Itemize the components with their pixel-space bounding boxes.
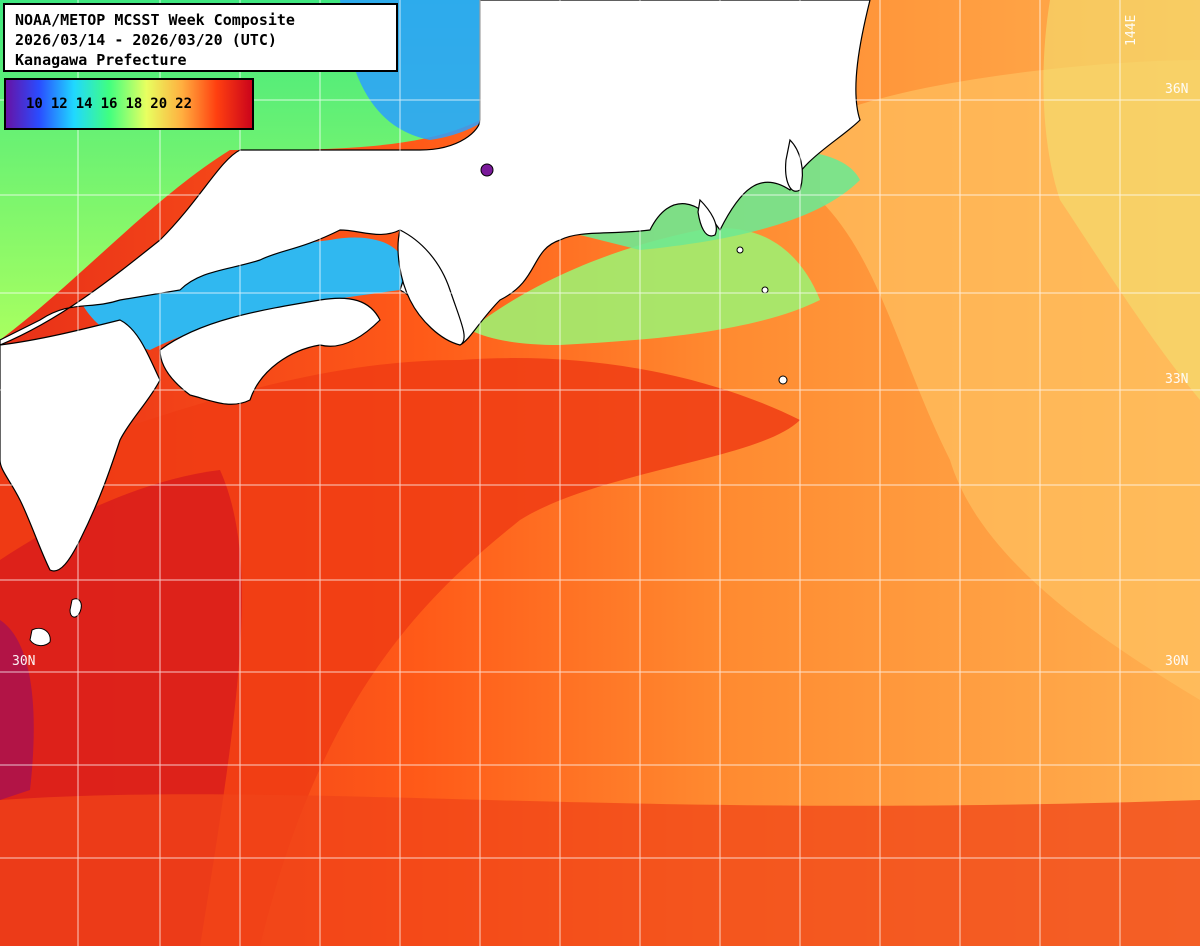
inland-sea-blue xyxy=(80,237,406,350)
legend-label: 14 xyxy=(75,96,93,112)
legend-label: 12 xyxy=(50,96,68,112)
map-title-box: NOAA/METOP MCSST Week Composite 2026/03/… xyxy=(3,3,398,72)
lat-label-30n-right: 30N xyxy=(1165,654,1189,669)
lon-label-136e: 136E xyxy=(484,14,499,46)
kii-peninsula xyxy=(397,229,465,346)
lat-label-36n: 36N xyxy=(1165,82,1189,97)
shikoku-land xyxy=(159,297,381,405)
map-title: NOAA/METOP MCSST Week Composite xyxy=(15,11,295,29)
legend-label: 16 xyxy=(100,96,118,112)
awaji-island xyxy=(480,163,494,177)
lat-label-30n-left: 30N xyxy=(12,654,36,669)
legend-label: 18 xyxy=(125,96,143,112)
date-range: 2026/03/14 - 2026/03/20 (UTC) xyxy=(15,31,277,49)
lat-label-33n: 33N xyxy=(1165,372,1189,387)
kyushu-land xyxy=(0,319,161,572)
oshima-island xyxy=(736,246,744,254)
south-warm xyxy=(0,794,1200,946)
legend-label: 20 xyxy=(150,96,168,112)
pacific-coast-green xyxy=(470,228,820,345)
legend-label: 10 xyxy=(26,96,43,112)
tanegashima-island xyxy=(29,627,51,647)
hachijo-island xyxy=(778,375,788,385)
purple-patch xyxy=(0,620,34,800)
legend-color-bar xyxy=(4,78,254,130)
legend-label: 22 xyxy=(175,96,193,112)
lon-label-144e: 144E xyxy=(1124,14,1139,46)
izu-peninsula xyxy=(697,198,717,237)
miyake-island xyxy=(761,286,769,294)
temperature-legend: 10 12 14 16 18 20 22 xyxy=(4,78,254,130)
region-name: Kanagawa Prefecture xyxy=(15,51,187,69)
